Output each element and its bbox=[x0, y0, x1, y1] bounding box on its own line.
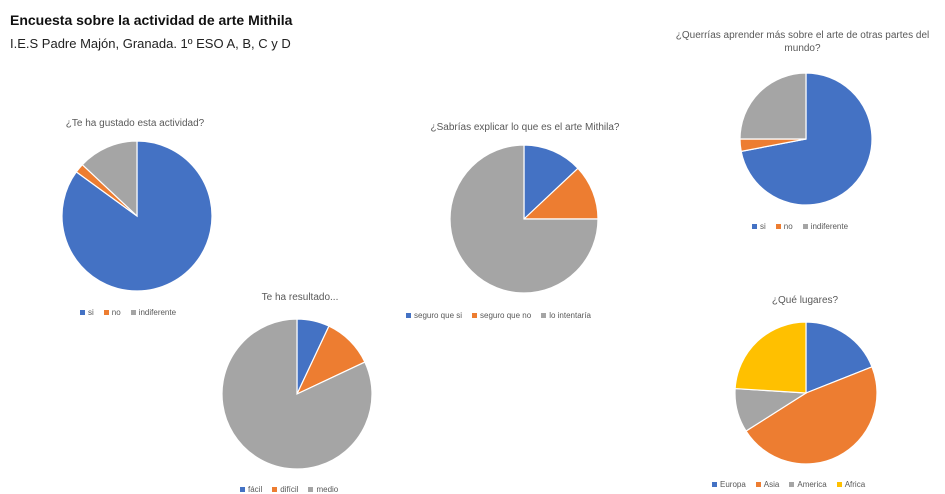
legend-item: Asia bbox=[755, 480, 780, 489]
pie-chart-querrias bbox=[739, 72, 873, 206]
legend-swatch bbox=[836, 482, 842, 487]
legend-label: si bbox=[88, 308, 94, 317]
legend-label: indiferente bbox=[810, 222, 849, 231]
legend-swatch bbox=[103, 310, 109, 315]
legend-swatch bbox=[472, 313, 478, 318]
legend-label: medio bbox=[316, 485, 339, 494]
legend-label: America bbox=[797, 480, 827, 489]
legend-item: medio bbox=[308, 485, 338, 494]
legend-swatch bbox=[802, 224, 808, 229]
legend-item: Europa bbox=[712, 480, 746, 489]
chart-title-lugares: ¿Qué lugares? bbox=[771, 295, 839, 306]
legend-swatch bbox=[80, 310, 85, 315]
legend-swatch bbox=[752, 224, 757, 229]
legend-resultado: fácil difícil medio bbox=[240, 485, 338, 494]
pie-slice-asia bbox=[745, 366, 878, 465]
legend-item: si bbox=[80, 308, 94, 317]
legend-item: difícil bbox=[272, 485, 298, 494]
legend-item: no bbox=[775, 222, 793, 231]
legend-swatch bbox=[406, 313, 411, 318]
pie-slice-africa bbox=[734, 321, 807, 394]
pie-slice-indiferente bbox=[739, 72, 807, 140]
legend-item: indiferente bbox=[130, 308, 177, 317]
legend-swatch bbox=[541, 313, 547, 318]
chart-title-gustado: ¿Te ha gustado esta actividad? bbox=[65, 118, 205, 129]
legend-label: fácil bbox=[248, 485, 263, 494]
legend-label: indiferente bbox=[138, 308, 177, 317]
legend-label: Asia bbox=[763, 480, 780, 489]
pie-chart-sabrias bbox=[449, 144, 599, 294]
legend-swatch bbox=[130, 310, 136, 315]
legend-swatch bbox=[240, 487, 245, 492]
legend-item: fácil bbox=[240, 485, 262, 494]
legend-swatch bbox=[272, 487, 278, 492]
chart-title-sabrias: ¿Sabrías explicar lo que es el arte Mith… bbox=[430, 122, 620, 133]
legend-label: seguro que si bbox=[414, 311, 463, 320]
pie-slice-lo-intentaría bbox=[449, 144, 599, 294]
legend-item: no bbox=[103, 308, 121, 317]
legend-sabrias: seguro que si seguro que no lo intentaría bbox=[406, 311, 591, 320]
legend-swatch bbox=[755, 482, 761, 487]
page-subtitle: I.E.S Padre Majón, Granada. 1º ESO A, B,… bbox=[10, 36, 291, 51]
pie-chart-resultado bbox=[221, 318, 373, 470]
legend-item: Africa bbox=[836, 480, 866, 489]
legend-label: no bbox=[111, 308, 121, 317]
legend-swatch bbox=[308, 487, 314, 492]
legend-label: lo intentaría bbox=[549, 311, 591, 320]
legend-label: seguro que no bbox=[480, 311, 532, 320]
legend-label: Africa bbox=[844, 480, 866, 489]
legend-swatch bbox=[789, 482, 795, 487]
legend-item: seguro que no bbox=[472, 311, 531, 320]
legend-item: si bbox=[752, 222, 766, 231]
legend-swatch bbox=[712, 482, 717, 487]
legend-item: seguro que si bbox=[406, 311, 462, 320]
pie-chart-gustado bbox=[61, 140, 213, 292]
chart-title-querrias: ¿Querrías aprender más sobre el arte de … bbox=[675, 30, 930, 54]
pie-slice-europa bbox=[805, 321, 873, 394]
pie-slice-indiferente bbox=[81, 140, 138, 218]
legend-item: indiferente bbox=[802, 222, 849, 231]
legend-swatch bbox=[775, 224, 781, 229]
pie-slice-medio bbox=[221, 318, 373, 470]
legend-label: si bbox=[760, 222, 766, 231]
pie-chart-lugares bbox=[734, 321, 878, 465]
legend-label: Europa bbox=[720, 480, 746, 489]
legend-gustado: si no indiferente bbox=[80, 308, 176, 317]
legend-label: no bbox=[783, 222, 793, 231]
chart-title-resultado: Te ha resultado... bbox=[261, 292, 339, 303]
legend-label: difícil bbox=[280, 485, 299, 494]
page-title: Encuesta sobre la actividad de arte Mith… bbox=[10, 12, 293, 28]
legend-item: lo intentaría bbox=[541, 311, 591, 320]
pie-slice-seguro-que-si bbox=[523, 144, 579, 221]
legend-lugares: Europa Asia America Africa bbox=[712, 480, 865, 489]
legend-querrias: si no indiferente bbox=[752, 222, 848, 231]
legend-item: America bbox=[789, 480, 827, 489]
